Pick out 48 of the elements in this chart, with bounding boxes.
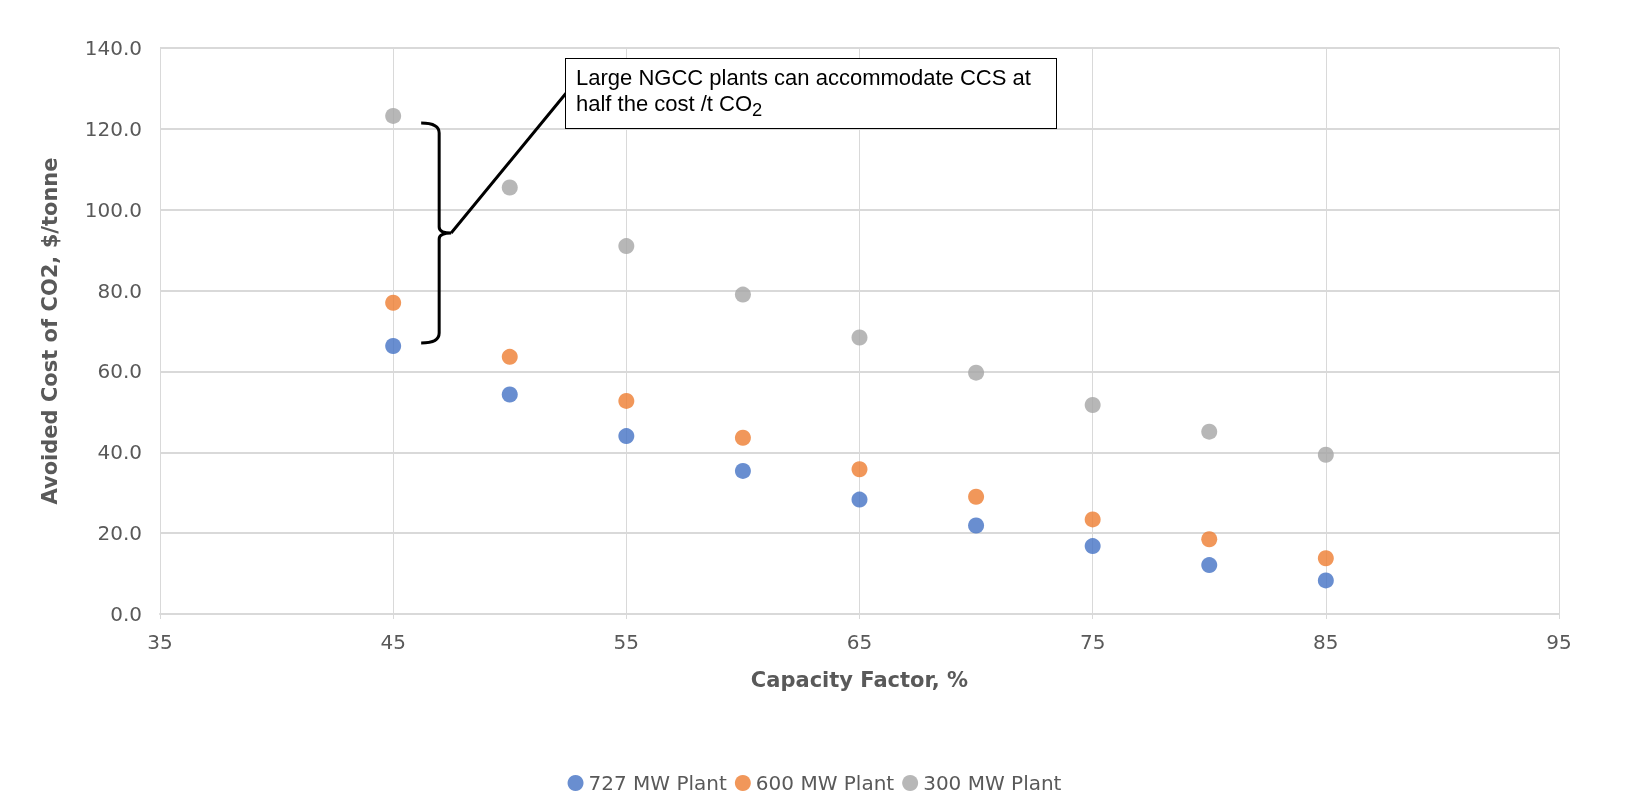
legend-label: 727 MW Plant bbox=[588, 771, 727, 795]
point bbox=[385, 294, 402, 311]
point bbox=[1317, 550, 1334, 567]
point bbox=[501, 386, 518, 403]
point bbox=[968, 517, 985, 534]
point bbox=[501, 348, 518, 365]
y-tick-label: 40.0 bbox=[97, 440, 142, 465]
x-tick-label: 75 bbox=[1079, 630, 1106, 654]
point bbox=[1084, 511, 1101, 528]
point bbox=[385, 337, 402, 354]
point bbox=[968, 364, 985, 381]
x-axis-title: Capacity Factor, % bbox=[750, 667, 969, 692]
point bbox=[1201, 557, 1218, 574]
point bbox=[734, 286, 751, 303]
annotation: Large NGCC plants can accommodate CCS at half the cost /t CO$_{2}$ bbox=[565, 58, 1057, 129]
x-tick-label: 65 bbox=[846, 630, 873, 654]
point bbox=[851, 491, 868, 508]
y-tick-label: 60.0 bbox=[97, 359, 142, 384]
x-tick-label: 95 bbox=[1546, 630, 1572, 654]
point bbox=[501, 179, 518, 196]
x-tick-label: 55 bbox=[613, 630, 640, 654]
point bbox=[968, 488, 985, 505]
point bbox=[618, 238, 635, 255]
point bbox=[1201, 531, 1218, 548]
point bbox=[1084, 538, 1101, 555]
y-axis-title: Avoided Cost of CO2, $/tonne bbox=[37, 157, 62, 505]
legend-label: 300 MW Plant bbox=[923, 771, 1062, 795]
point bbox=[618, 428, 635, 445]
point bbox=[851, 461, 868, 478]
point bbox=[1317, 572, 1334, 589]
point bbox=[618, 392, 635, 409]
point bbox=[385, 107, 402, 124]
x-tick-label: 85 bbox=[1313, 630, 1339, 654]
point bbox=[851, 329, 868, 346]
point bbox=[1084, 396, 1101, 413]
y-tick-label: 20.0 bbox=[97, 521, 142, 546]
y-tick-label: 120.0 bbox=[84, 116, 142, 141]
y-tick-label: 140.0 bbox=[84, 36, 142, 60]
y-tick-label: 80.0 bbox=[97, 278, 142, 303]
point bbox=[734, 429, 751, 446]
point bbox=[1201, 423, 1218, 440]
legend-label: 600 MW Plant bbox=[755, 771, 895, 795]
point bbox=[1317, 446, 1334, 463]
x-tick-label: 45 bbox=[380, 630, 406, 654]
point bbox=[734, 462, 751, 479]
y-tick-label: 0.0 bbox=[110, 602, 142, 626]
y-tick-label: 100.0 bbox=[84, 197, 142, 222]
x-tick-label: 35 bbox=[147, 630, 173, 654]
